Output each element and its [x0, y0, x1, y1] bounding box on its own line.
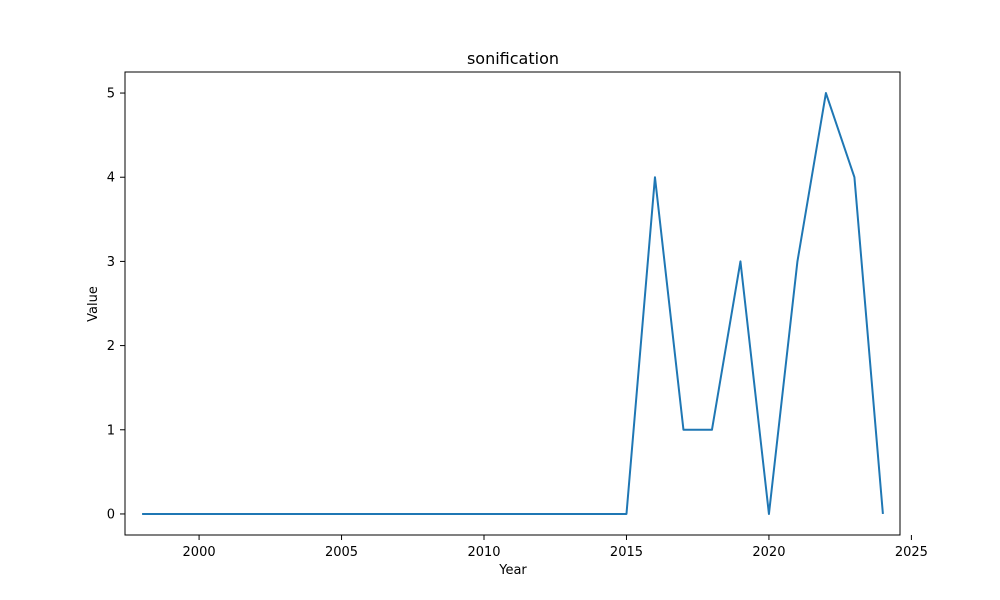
x-tick-label: 2020: [752, 545, 785, 560]
x-tick-label: 2015: [610, 545, 643, 560]
plot-area-frame: [124, 71, 901, 536]
y-axis-ticks: 0 1 2 3 4 5: [107, 87, 125, 522]
chart-title: sonification: [467, 49, 559, 68]
x-axis-ticks: 2000 2005 2010 2015 2020 2025: [183, 535, 928, 560]
x-axis-label: Year: [498, 563, 527, 578]
y-tick-label: 3: [107, 255, 115, 270]
y-tick-label: 4: [107, 171, 115, 186]
y-tick-label: 5: [107, 87, 115, 102]
x-tick-label: 2005: [325, 545, 358, 560]
x-tick-label: 2010: [467, 545, 500, 560]
y-tick-label: 1: [107, 423, 115, 438]
series-line-1: [142, 92, 884, 515]
x-tick-label: 2025: [895, 545, 928, 560]
y-axis-label: Value: [86, 286, 101, 322]
series-layer: [142, 92, 884, 515]
y-tick-label: 2: [107, 339, 115, 354]
x-tick-label: 2000: [183, 545, 216, 560]
y-tick-label: 0: [107, 507, 115, 522]
